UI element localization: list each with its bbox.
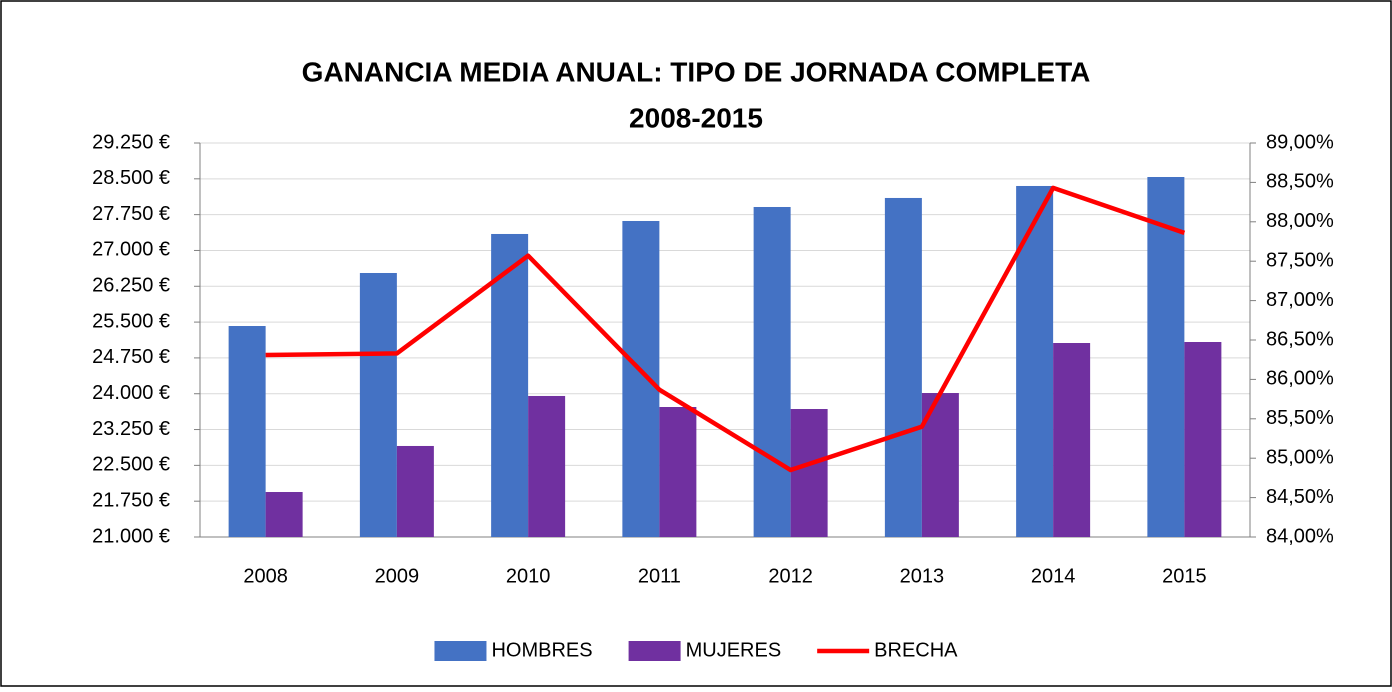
y2-tick-label: 85,00%	[1266, 446, 1334, 468]
bar	[1147, 177, 1185, 537]
bar	[359, 272, 397, 537]
line	[265, 185, 1186, 473]
x-tick-label: 2015	[1162, 565, 1207, 587]
y-tick-label: 21.000 €	[92, 525, 170, 547]
y2-tick-label: 84,50%	[1266, 486, 1334, 508]
y-tick-label: 24.750 €	[92, 346, 170, 368]
y-tick-label: 29.250 €	[92, 131, 170, 153]
y2-tick-label: 87,00%	[1266, 289, 1334, 311]
y-tick-label: 22.500 €	[92, 454, 170, 476]
legend-label: MUJERES	[686, 639, 782, 661]
x-tick-label: 2014	[1031, 565, 1076, 587]
y-tick-label: 26.250 €	[92, 275, 170, 297]
legend-label: HOMBRES	[491, 639, 592, 661]
legend-symbol	[434, 641, 487, 661]
y-tick-label: 24.000 €	[92, 382, 170, 404]
chart-subtitle: 2008-2015	[629, 102, 763, 133]
legend-symbol	[628, 641, 681, 661]
y-tick-label: 23.250 €	[92, 418, 170, 440]
y2-tick-label: 86,00%	[1266, 368, 1334, 390]
y2-tick-label: 89,00%	[1266, 131, 1334, 153]
bar	[1053, 343, 1091, 537]
y-tick-label: 21.750 €	[92, 489, 170, 511]
y-tick-label: 28.500 €	[92, 167, 170, 189]
chart-title: GANANCIA MEDIA ANUAL: TIPO DE JORNADA CO…	[302, 56, 1091, 87]
y-tick-label: 27.000 €	[92, 239, 170, 261]
bar	[396, 445, 434, 537]
y-tick-label: 25.500 €	[92, 310, 170, 332]
x-tick-label: 2010	[506, 565, 551, 587]
bar	[622, 220, 660, 537]
bar	[1016, 185, 1054, 537]
x-tick-label: 2009	[375, 565, 420, 587]
y2-tick-label: 88,50%	[1266, 171, 1334, 193]
legend-label: BRECHA	[874, 639, 958, 661]
bar	[884, 197, 922, 537]
x-tick-label: 2008	[243, 565, 288, 587]
bar	[228, 326, 266, 537]
y2-tick-label: 84,00%	[1266, 525, 1334, 547]
bar	[265, 492, 303, 537]
bar	[1184, 342, 1222, 537]
y2-tick-label: 86,50%	[1266, 328, 1334, 350]
bar	[528, 395, 566, 537]
bar	[659, 407, 697, 537]
y-tick-label: 27.750 €	[92, 203, 170, 225]
bar	[790, 409, 828, 537]
y2-tick-label: 88,00%	[1266, 210, 1334, 232]
x-tick-label: 2011	[638, 565, 681, 587]
x-tick-label: 2012	[768, 565, 813, 587]
x-tick-label: 2013	[900, 565, 945, 587]
bar	[491, 233, 529, 537]
bar	[753, 206, 791, 537]
y2-tick-label: 87,50%	[1266, 249, 1334, 271]
y2-tick-label: 85,50%	[1266, 407, 1334, 429]
